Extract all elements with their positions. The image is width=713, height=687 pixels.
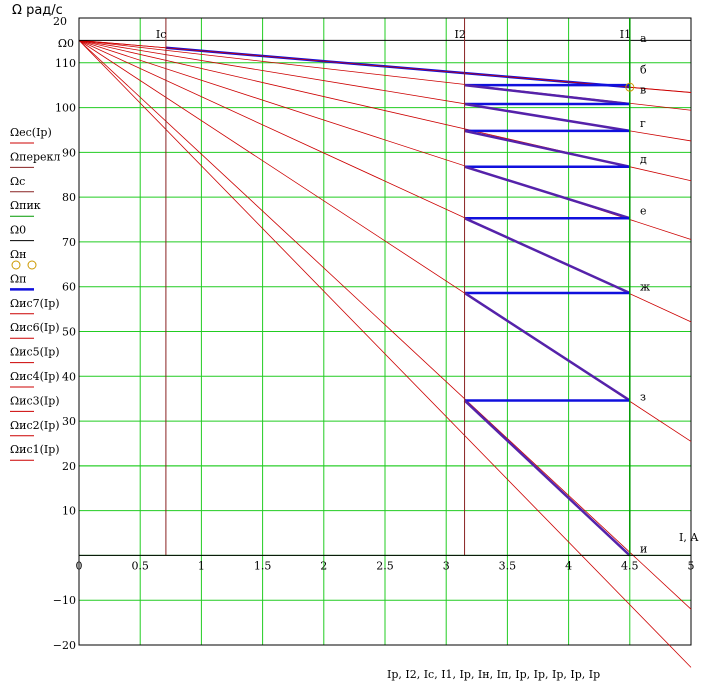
legend-label: Ωис2(Iр) xyxy=(10,419,60,432)
legend-swatch xyxy=(11,260,21,270)
point-label: з xyxy=(640,390,646,403)
x-tick-label: 3.5 xyxy=(499,559,517,572)
legend-label: Ωпик xyxy=(10,199,41,212)
legend-label: Ωис3(Iр) xyxy=(10,394,60,407)
point-label: и xyxy=(640,543,647,556)
legend-label: Ω0 xyxy=(10,224,26,237)
y-tick-label: 10 xyxy=(62,505,76,518)
x-tick-label: 2.5 xyxy=(376,559,394,572)
marker-label-I1: I1 xyxy=(620,28,631,41)
x-tick-label: 4 xyxy=(565,559,572,572)
y-tick-label: 90 xyxy=(62,146,76,159)
legend-label: Ωис6(Iр) xyxy=(10,321,60,334)
y-tick-label: 110 xyxy=(55,57,76,70)
y-tick-label: 30 xyxy=(62,415,76,428)
switch-diagonal xyxy=(464,217,631,295)
omega0-label: Ω0 xyxy=(58,37,74,50)
characteristic-line xyxy=(78,40,692,668)
legend-label: Ωис5(Iр) xyxy=(10,346,60,359)
y-tick-label: 50 xyxy=(62,326,76,339)
vertical-markers: Ic I2 I1 xyxy=(156,18,635,556)
legend-label: Ωис4(Iр) xyxy=(10,370,60,383)
legend: Ωес(Iр) Ωперекл Ωс Ωпик Ω0 Ωн Ωп Ωис7(Iр) Ωис6(I… xyxy=(10,126,60,461)
x-tick-label: 2 xyxy=(320,559,327,572)
y-tick-label: 40 xyxy=(62,370,76,383)
x-tick-label: 4.5 xyxy=(621,559,639,572)
y-tick-label: 100 xyxy=(55,102,76,115)
point-label: ж xyxy=(640,281,650,294)
legend-label: Ωс xyxy=(10,175,25,188)
x-tick-label: 0.5 xyxy=(131,559,149,572)
legend-label: Ωперекл xyxy=(10,150,60,163)
x-axis-expression: Iр, I2, Iс, I1, Iр, Iн, Iп, Iр, Iр, Iр, … xyxy=(387,668,600,681)
y-tick-label: 60 xyxy=(62,281,76,294)
point-label: в xyxy=(640,84,646,97)
y-tick-label: 20 xyxy=(62,460,76,473)
legend-label: Ωис7(Iр) xyxy=(10,297,60,310)
point-label: г xyxy=(640,117,646,130)
y-tick-label: 80 xyxy=(62,191,76,204)
point-label: б xyxy=(640,64,647,77)
grid xyxy=(78,17,692,646)
x-tick-label: 1.5 xyxy=(254,559,272,572)
switch-diagonal xyxy=(464,102,631,133)
legend-label: Ωп xyxy=(10,272,26,285)
y-tick-label: −20 xyxy=(53,639,76,652)
marker-label-Ic: Ic xyxy=(156,28,167,41)
axes xyxy=(78,18,691,645)
point-label: е xyxy=(640,205,647,218)
natural-line xyxy=(78,39,692,93)
x-tick-label: 1 xyxy=(198,559,205,572)
y-tick-label: −10 xyxy=(53,594,76,607)
x-tick-label: 5 xyxy=(688,559,695,572)
switch-diagonal xyxy=(463,399,631,557)
legend-label: Ωес(Iр) xyxy=(10,126,52,139)
switching-steps xyxy=(463,83,631,557)
characteristic-line xyxy=(78,40,692,610)
x-tick-label: 0 xyxy=(76,559,83,572)
legend-swatch xyxy=(27,260,37,270)
x-tick-label: 3 xyxy=(443,559,450,572)
marker-label-I2: I2 xyxy=(455,28,466,41)
switch-diagonal xyxy=(463,291,631,402)
switch-diagonal xyxy=(464,165,631,220)
point-label: д xyxy=(640,153,647,166)
y-tick-label: 70 xyxy=(62,236,76,249)
y-axis-title: Ω рад/с xyxy=(12,3,63,18)
tick-labels: а бв г д е ж з и 0 0.5 1 1.5 2 2.5 3 3.5 4 4.5 5 −20 −10 10 20… xyxy=(53,32,695,652)
point-label: а xyxy=(640,32,647,45)
legend-label: Ωис1(Iр) xyxy=(10,443,60,456)
x-axis-title: I, A xyxy=(679,531,699,544)
rest-point-marker xyxy=(625,82,635,92)
switch-diagonal xyxy=(464,83,630,106)
legend-label: Ωн xyxy=(10,248,26,261)
y-top-label: 20 xyxy=(53,15,67,28)
switch-diagonal xyxy=(464,129,631,168)
